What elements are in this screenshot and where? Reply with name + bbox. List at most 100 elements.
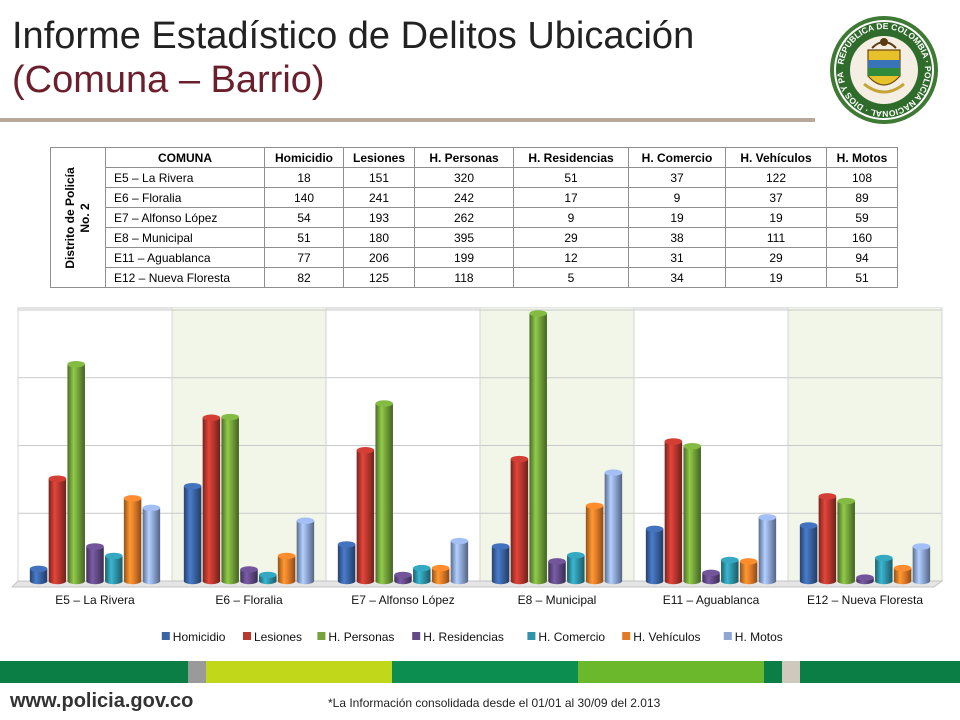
legend-swatch [412, 632, 421, 640]
legend-swatch [527, 632, 536, 640]
table-cell: 199 [414, 247, 514, 268]
bar-body [296, 520, 315, 585]
table-cell: 51 [264, 227, 344, 248]
police-seal-logo: REPÚBLICA DE COLOMBIA · POLICÍA NACIONAL… [828, 14, 938, 124]
table-cell: 206 [343, 247, 415, 268]
bar-body [739, 561, 758, 585]
legend-label: H. Personas [328, 630, 394, 644]
bar-cap [548, 558, 566, 565]
bar-cap [394, 571, 412, 579]
bar-cap [375, 400, 393, 407]
bar-homicidio [337, 541, 356, 585]
legend-swatch [622, 632, 631, 640]
table-cell: 51 [826, 267, 898, 288]
bar-cap [739, 558, 758, 565]
table-cell: E5 – La Rivera [105, 167, 265, 188]
table-cell: 82 [264, 267, 344, 288]
title-line-2: (Comuna – Barrio) [12, 59, 325, 101]
bar-h-comercio [721, 556, 739, 585]
bar-h-residencias [702, 569, 720, 585]
table-cell: 122 [725, 167, 827, 188]
bar-h-personas [683, 442, 701, 585]
legend-swatch [243, 632, 251, 640]
table-cell: 395 [414, 227, 514, 248]
bar-h-veh-culos [893, 564, 912, 585]
bar-cap [221, 413, 239, 421]
bar-h-residencias [548, 558, 566, 585]
bar-body [221, 417, 239, 585]
bar-lesiones [664, 438, 683, 585]
column-header-h-comercio: H. Comercio [628, 147, 726, 168]
bar-body [277, 555, 296, 585]
bar-cap [758, 514, 777, 521]
bar-h-motos [758, 514, 777, 585]
bar-body [491, 546, 510, 585]
bar-body [48, 478, 67, 585]
bar-body [604, 472, 623, 585]
bar-cap [86, 543, 104, 550]
bar-cap [123, 495, 142, 502]
table-cell: 29 [513, 227, 629, 248]
table-cell: E7 – Alfonso López [105, 207, 265, 228]
legend-swatch [161, 632, 170, 640]
legend-label: H. Motos [735, 630, 783, 644]
bar-cap [567, 552, 585, 559]
title-line-1: Informe Estadístico de Delitos Ubicación [12, 15, 695, 57]
bar-body [356, 450, 375, 585]
footer-color-segment [188, 661, 206, 683]
page-title: Informe Estadístico de Delitos Ubicación… [12, 14, 694, 102]
bar-h-personas [67, 361, 85, 585]
bar-lesiones [356, 447, 375, 585]
table-row: E5 – La Rivera 18 151 320 51 37 122 108 [51, 167, 898, 188]
crime-statistics-table: Distrito de Policía No. 2 COMUNA Homicid… [50, 147, 898, 288]
bar-cap [296, 517, 315, 524]
table-row: E6 – Floralia 140 241 242 17 9 37 89 [51, 187, 898, 208]
footer-color-bar [0, 661, 960, 683]
column-header-h-vehiculos: H. Vehículos [725, 147, 827, 168]
table-cell: 94 [826, 247, 898, 268]
bar-body [683, 446, 701, 585]
table-cell: 59 [826, 207, 898, 228]
table-cell: 18 [264, 167, 344, 188]
bar-body [837, 501, 855, 585]
table-cell: 160 [826, 227, 898, 248]
table-cell: 140 [264, 187, 344, 208]
bar-body [567, 555, 585, 585]
footer-color-segment [578, 661, 764, 683]
bar-cap [893, 564, 912, 572]
table-cell: 51 [513, 167, 629, 188]
bar-h-comercio [413, 564, 431, 585]
table-row: E8 – Municipal 51 180 395 29 38 111 160 [51, 227, 898, 248]
bar-h-motos [604, 469, 623, 585]
category-label: E11 – Aguablanca [663, 593, 760, 607]
column-header-h-residencias: H. Residencias [513, 147, 629, 168]
bar-cap [48, 475, 67, 482]
bar-cap [337, 541, 356, 548]
bar-cap [29, 565, 48, 573]
bar-body [818, 496, 837, 585]
footer-color-segment [764, 661, 782, 683]
bar-h-personas [375, 400, 393, 585]
bar-h-residencias [240, 566, 258, 585]
bar-h-motos [142, 504, 161, 585]
bar-cap [413, 564, 431, 572]
legend-label: Lesiones [254, 630, 302, 644]
bar-body [183, 486, 202, 585]
bar-h-personas [837, 497, 855, 585]
bar-homicidio [491, 543, 510, 585]
column-header-lesiones: Lesiones [343, 147, 415, 168]
bar-cap [645, 525, 664, 533]
legend-label: H. Residencias [423, 630, 504, 644]
bar-cap [491, 543, 510, 550]
bar-homicidio [645, 525, 664, 585]
bar-h-motos [450, 537, 469, 585]
bar-h-residencias [86, 543, 104, 585]
bar-cap [356, 447, 375, 454]
table-cell: E8 – Municipal [105, 227, 265, 248]
footer-color-segment [0, 661, 188, 683]
bar-body [86, 546, 104, 585]
table-row: E11 – Aguablanca 77 206 199 12 31 29 94 [51, 247, 898, 268]
bar-cap [142, 504, 161, 512]
bar-cap [604, 469, 623, 476]
bar-cap [277, 552, 296, 560]
